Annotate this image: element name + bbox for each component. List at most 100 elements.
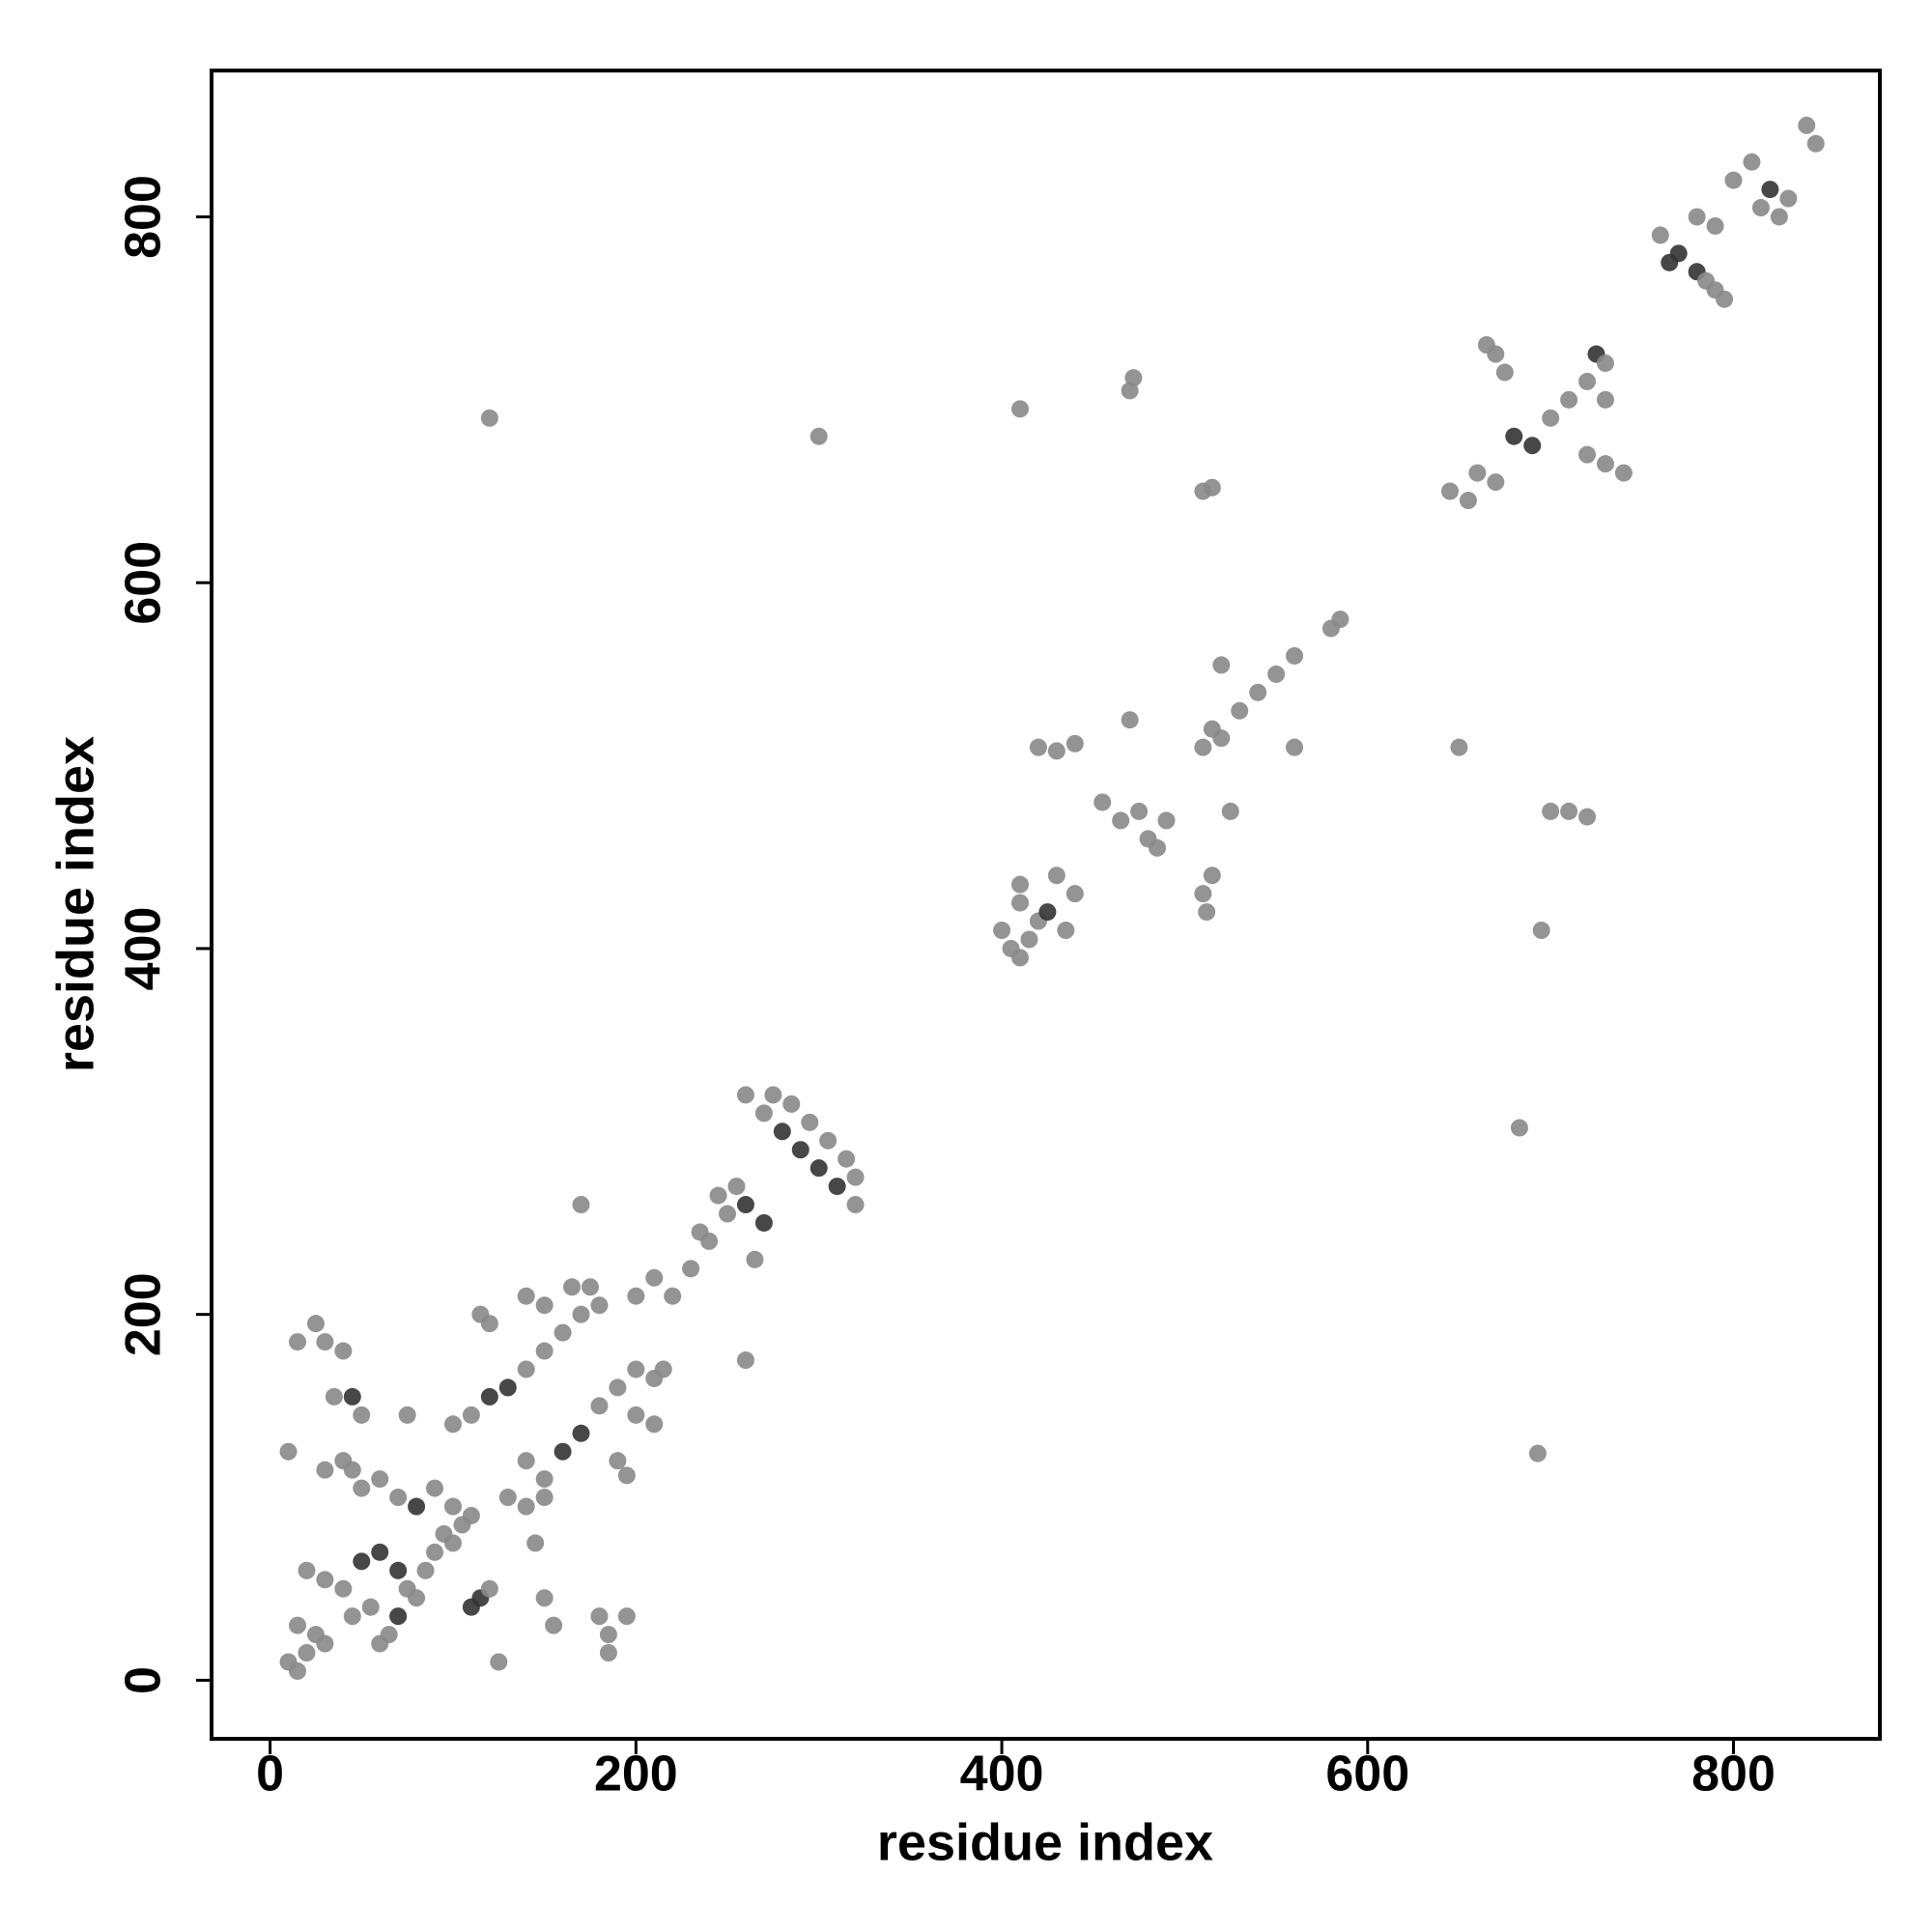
point (1065, 885, 1084, 903)
point (1761, 181, 1779, 199)
point (1716, 290, 1734, 308)
point (334, 1342, 353, 1360)
point (1038, 903, 1057, 922)
point (1203, 867, 1221, 885)
point (810, 1159, 828, 1178)
point (1057, 922, 1075, 940)
point (1124, 369, 1143, 387)
point (498, 1489, 517, 1507)
point (1578, 372, 1597, 390)
point (1221, 802, 1239, 820)
point (1194, 738, 1212, 756)
point (810, 427, 828, 445)
point (1010, 949, 1029, 967)
point (828, 1178, 846, 1196)
point (1706, 216, 1724, 235)
point (590, 1397, 609, 1415)
point (517, 1287, 535, 1305)
point (590, 1607, 609, 1626)
point (1149, 838, 1167, 857)
point (599, 1626, 617, 1644)
point (408, 1497, 426, 1516)
point (572, 1305, 590, 1323)
point (1029, 738, 1047, 756)
point (572, 1424, 590, 1442)
point (1697, 271, 1716, 290)
point (343, 1607, 361, 1626)
y-axis-title: residue index (46, 736, 104, 1072)
point (627, 1287, 645, 1305)
point (462, 1506, 480, 1524)
point (1440, 482, 1459, 500)
point (1212, 656, 1231, 674)
point (1203, 478, 1221, 497)
point (1047, 867, 1065, 885)
point (535, 1470, 554, 1489)
point (517, 1497, 535, 1516)
point (316, 1461, 334, 1479)
y-tick-label: 600 (116, 541, 172, 625)
point (1688, 208, 1706, 226)
point (1094, 793, 1112, 811)
point (645, 1415, 664, 1434)
point (535, 1296, 554, 1315)
point (846, 1196, 865, 1214)
point (773, 1122, 791, 1141)
point (1510, 1119, 1528, 1137)
point (1065, 734, 1084, 753)
point (1047, 742, 1065, 760)
point (517, 1452, 535, 1470)
point (1661, 253, 1679, 271)
point (389, 1561, 408, 1579)
point (1779, 189, 1798, 208)
y-tick-label: 800 (116, 175, 172, 259)
point (526, 1534, 545, 1552)
point (764, 1086, 782, 1104)
point (1121, 711, 1139, 729)
point (334, 1579, 353, 1598)
point (1267, 665, 1286, 683)
point (462, 1598, 480, 1616)
point (554, 1323, 572, 1342)
point (389, 1489, 408, 1507)
point (1010, 400, 1029, 418)
point (1468, 464, 1487, 482)
x-tick-label: 400 (960, 1747, 1044, 1803)
point (754, 1213, 773, 1232)
point (1450, 738, 1468, 756)
point (736, 1351, 754, 1370)
point (563, 1278, 582, 1296)
point (1532, 922, 1550, 940)
point (471, 1305, 490, 1323)
point (371, 1470, 389, 1489)
point (535, 1342, 554, 1360)
point (1724, 171, 1743, 189)
point (1770, 208, 1788, 226)
x-tick-label: 0 (256, 1747, 284, 1803)
point (480, 1579, 498, 1598)
point (398, 1406, 416, 1424)
points (279, 116, 1825, 1680)
point (1010, 875, 1029, 894)
point (545, 1616, 563, 1634)
point (1651, 226, 1669, 244)
point (727, 1178, 746, 1196)
point (1459, 492, 1477, 510)
x-tick-label: 200 (594, 1747, 678, 1803)
point (617, 1607, 636, 1626)
point (1020, 930, 1038, 949)
point (1560, 390, 1578, 409)
point (1596, 455, 1614, 473)
point (746, 1250, 764, 1268)
point (609, 1452, 627, 1470)
point (1542, 802, 1560, 820)
point (1505, 427, 1523, 445)
point (1743, 153, 1761, 171)
point (289, 1333, 307, 1351)
plot-frame (210, 69, 1882, 1741)
point (691, 1223, 709, 1241)
point (426, 1543, 444, 1561)
point (791, 1141, 810, 1159)
point (343, 1387, 361, 1406)
